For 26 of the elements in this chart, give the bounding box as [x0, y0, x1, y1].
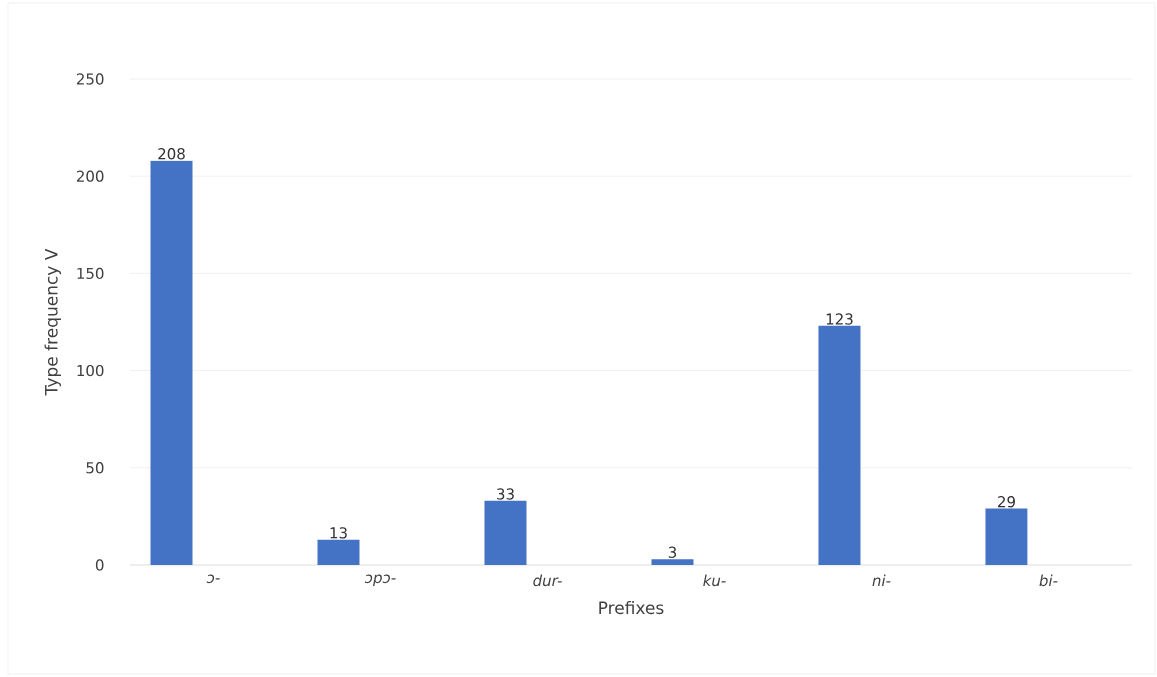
y-tick-label: 0 — [95, 559, 104, 571]
data-label: 3 — [668, 546, 677, 558]
x-tick-label: ku- — [703, 574, 726, 587]
x-tick-label: dur- — [533, 574, 562, 587]
bar — [985, 508, 1028, 565]
bar — [651, 559, 694, 565]
bar — [317, 539, 360, 565]
data-label: 33 — [497, 488, 514, 500]
y-tick-label: 150 — [77, 267, 104, 280]
y-tick-label: 100 — [77, 364, 104, 377]
data-label: 208 — [158, 148, 185, 160]
bar — [484, 500, 527, 565]
y-axis-title: Type frequency V — [44, 248, 61, 396]
bar — [818, 325, 861, 565]
data-label: 123 — [826, 313, 853, 325]
x-tick-label: ni- — [872, 574, 891, 586]
y-tick-label: 200 — [76, 170, 104, 182]
x-tick-label: bi- — [1039, 574, 1058, 587]
data-label: 13 — [330, 527, 347, 539]
y-tick-label: 250 — [76, 73, 104, 85]
y-tick-label: 50 — [86, 462, 104, 474]
x-axis-title: Prefixes — [599, 600, 664, 615]
bar — [150, 160, 193, 565]
data-label: 29 — [998, 496, 1015, 508]
x-tick-label: ɔpɔ- — [364, 574, 396, 587]
x-tick-label: ɔ- — [206, 574, 220, 584]
